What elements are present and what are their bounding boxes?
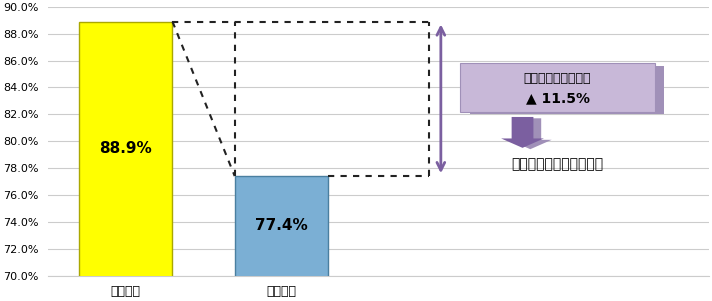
Text: チョコ停によるロス: チョコ停によるロス (524, 72, 591, 85)
FancyBboxPatch shape (470, 66, 664, 114)
Polygon shape (501, 117, 544, 148)
Polygon shape (509, 118, 552, 149)
Text: ▲ 11.5%: ▲ 11.5% (525, 91, 590, 105)
Text: チョコ停ロスの顔在化！: チョコ停ロスの顔在化！ (511, 157, 604, 171)
FancyBboxPatch shape (460, 63, 655, 112)
Bar (79, 22, 172, 301)
Bar (235, 176, 328, 301)
Text: 88.9%: 88.9% (100, 141, 152, 156)
Text: 77.4%: 77.4% (255, 218, 308, 233)
